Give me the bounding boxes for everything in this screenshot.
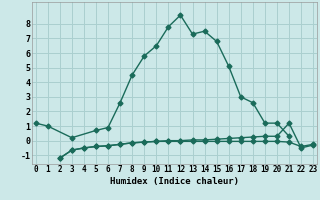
- X-axis label: Humidex (Indice chaleur): Humidex (Indice chaleur): [110, 177, 239, 186]
